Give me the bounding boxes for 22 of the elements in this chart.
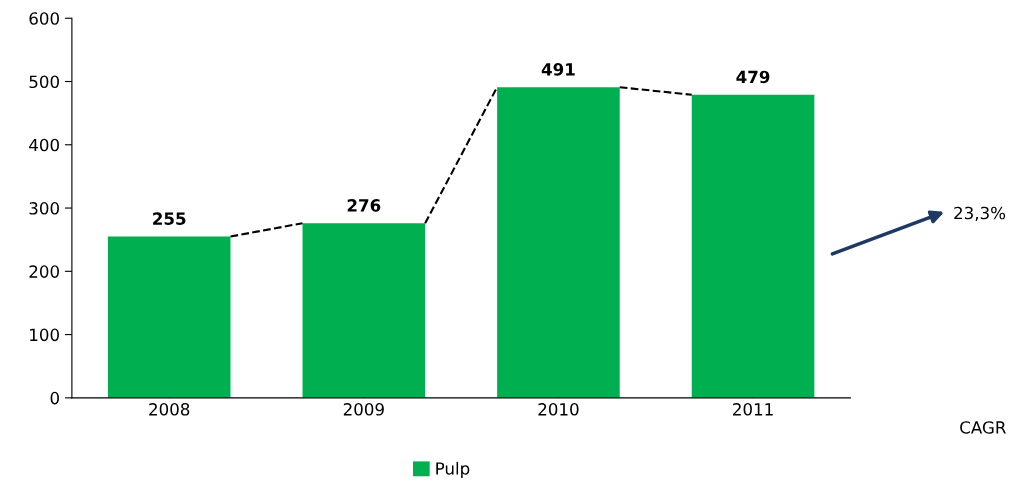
y-tick-label: 300 <box>29 202 59 215</box>
bar <box>497 87 620 398</box>
data-label: 491 <box>541 63 575 76</box>
bar <box>691 94 815 398</box>
y-tick-label: 500 <box>29 75 59 89</box>
y-tick-label: 0 <box>50 391 59 405</box>
x-tick-label: 2011 <box>733 403 773 416</box>
x-tick-label: 2010 <box>538 403 579 416</box>
y-tick-label: 100 <box>30 328 59 342</box>
data-label: 479 <box>736 70 770 84</box>
text: 23,3% <box>954 206 1006 221</box>
y-tick-label: 400 <box>29 138 59 152</box>
y-tick-label: 200 <box>29 265 59 278</box>
x-tick-label: 2009 <box>343 403 384 416</box>
legend-label: Pulp <box>436 461 470 478</box>
bar <box>107 236 231 398</box>
x-tick-label: 2008 <box>149 403 190 416</box>
bar <box>302 223 426 398</box>
text: CAGR <box>960 421 1006 434</box>
y-tick-label: 600 <box>29 12 59 25</box>
data-label: 276 <box>347 199 381 212</box>
data-label: 255 <box>153 212 186 225</box>
